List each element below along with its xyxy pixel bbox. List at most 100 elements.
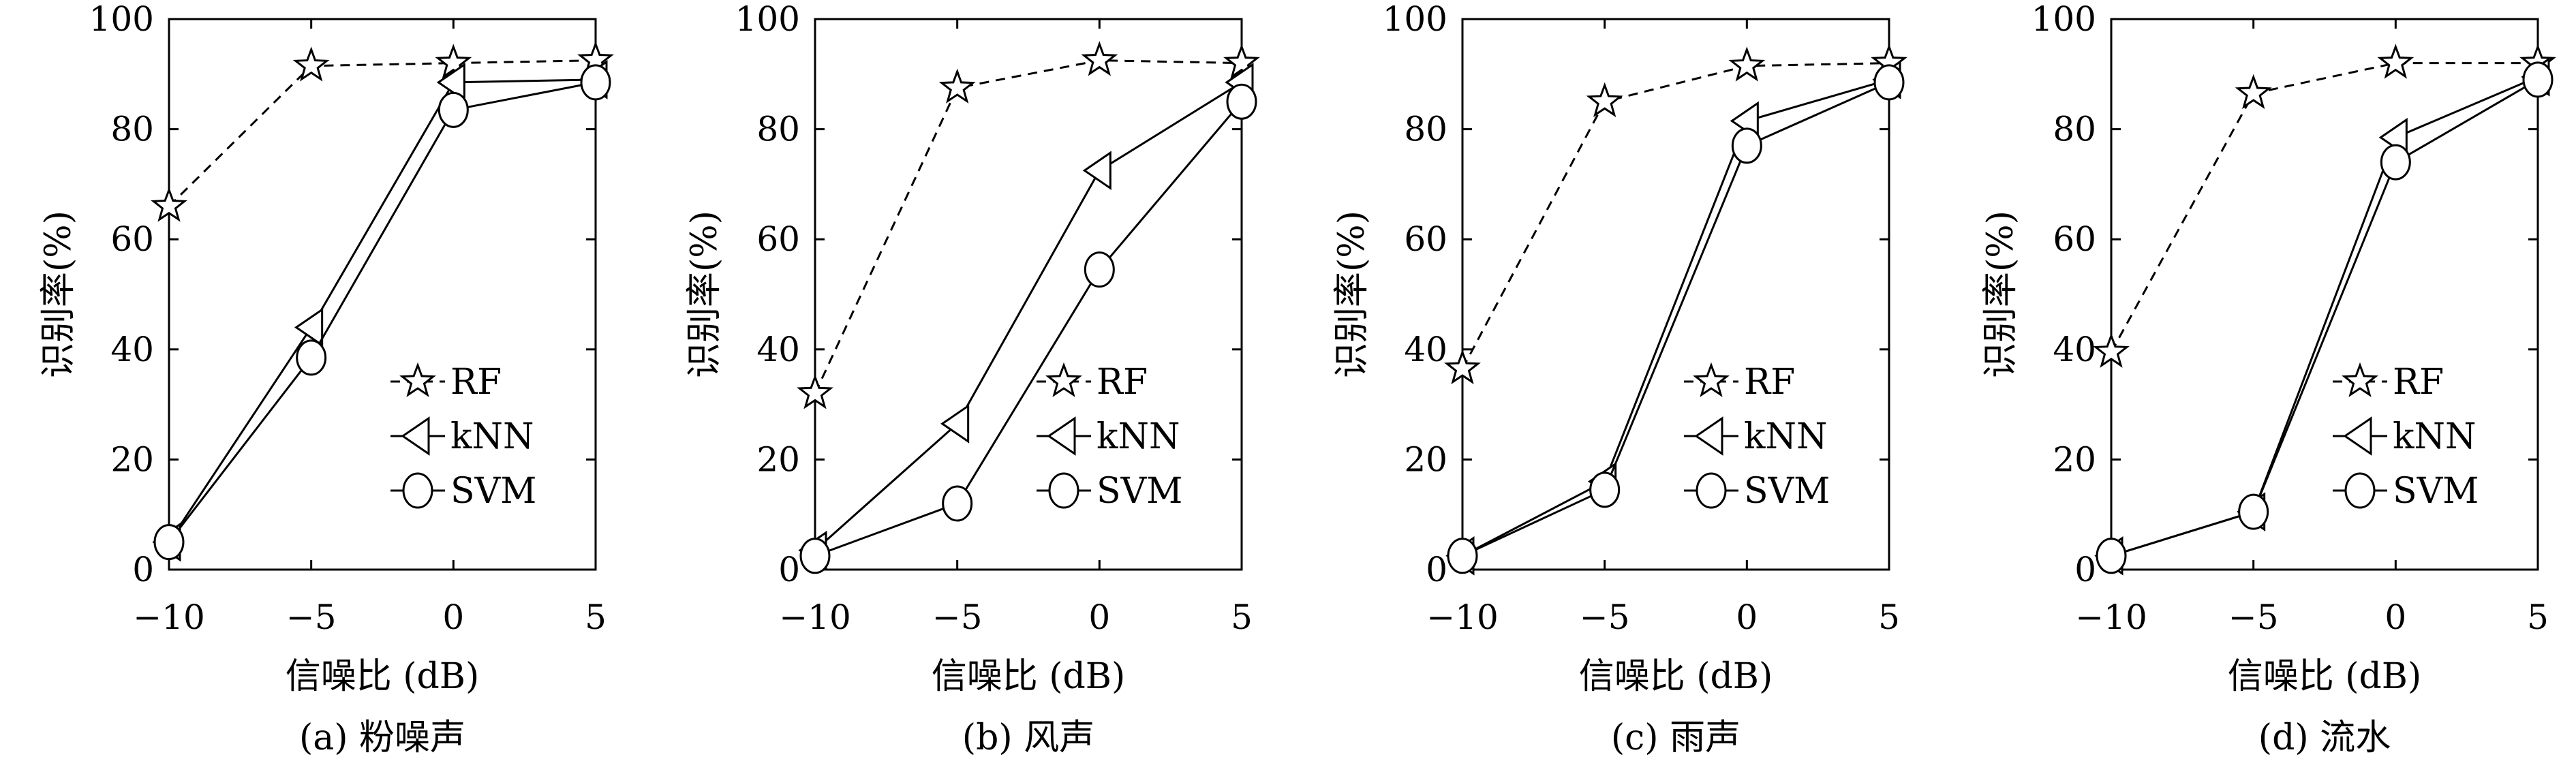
series-line-rf xyxy=(1461,62,1890,369)
y-tick-label: 100 xyxy=(89,0,154,39)
y-tick-label: 20 xyxy=(2053,439,2096,479)
y-tick-label: 100 xyxy=(1383,0,1447,39)
x-tick-label: −5 xyxy=(286,598,337,637)
data-point-svm xyxy=(799,538,831,574)
x-axis-label: 信噪比 (dB) xyxy=(932,656,1126,697)
data-point-svm xyxy=(1226,83,1257,120)
x-tick-label: 0 xyxy=(1736,598,1758,637)
legend-marker-rf xyxy=(1045,362,1082,397)
x-tick-label: −10 xyxy=(1426,598,1499,637)
legend-marker-knn xyxy=(1694,416,1723,456)
legend-marker-svm xyxy=(402,472,433,509)
x-tick-label: 5 xyxy=(2527,598,2549,637)
data-point-rf xyxy=(1444,349,1481,385)
data-point-svm xyxy=(1589,471,1621,508)
legend-marker-knn xyxy=(1047,416,1076,456)
data-point-rf xyxy=(292,46,330,82)
y-tick-label: 0 xyxy=(132,550,154,589)
data-point-knn xyxy=(940,404,970,444)
chart-panel-1: 0 20 40 60 80 100 −10 −5 0 5 信噪比 (dB) 识别率(%) (a) 粉噪声… xyxy=(38,0,614,758)
legend-marker-rf xyxy=(399,362,436,397)
y-axis-label: 识别率(%) xyxy=(38,211,79,378)
y-tick-label: 40 xyxy=(110,330,154,369)
legend-label-rf: RF xyxy=(450,362,502,403)
data-point-svm xyxy=(942,485,973,522)
legend-label-svm: SVM xyxy=(1097,471,1182,512)
x-tick-label: 5 xyxy=(585,598,607,637)
y-tick-label: 100 xyxy=(2031,0,2096,39)
data-point-rf xyxy=(2377,44,2414,79)
y-tick-label: 80 xyxy=(2053,110,2096,149)
x-tick-label: 5 xyxy=(1878,598,1900,637)
y-axis-label: 识别率(%) xyxy=(684,211,725,378)
data-point-knn xyxy=(294,307,324,347)
y-tick-label: 20 xyxy=(1404,439,1447,479)
legend-marker-svm xyxy=(1048,472,1079,509)
panel-caption: (b) 风声 xyxy=(962,717,1094,758)
series-line-svm xyxy=(2111,78,2539,557)
legend-label-rf: RF xyxy=(1097,362,1148,403)
data-point-svm xyxy=(2380,144,2411,181)
plot-frame xyxy=(168,18,597,571)
data-point-knn xyxy=(436,63,465,102)
chart-panel-2: 0 20 40 60 80 100 −10 −5 0 5 信噪比 (dB) 识别率(%) (b) 风声 R… xyxy=(684,0,1260,758)
legend-marker-rf xyxy=(1693,362,1730,397)
panel-caption: (d) 流水 xyxy=(2258,717,2391,758)
legend-marker-svm xyxy=(2344,472,2376,509)
plot-frame xyxy=(2110,18,2539,571)
x-tick-label: 5 xyxy=(1231,598,1253,637)
data-point-rf xyxy=(2235,74,2272,110)
data-point-svm xyxy=(580,64,611,101)
data-point-rf xyxy=(2093,332,2130,368)
x-tick-label: −10 xyxy=(779,598,851,637)
data-point-rf xyxy=(1586,82,1623,118)
legend-label-knn: kNN xyxy=(1744,416,1828,457)
y-tick-label: 20 xyxy=(110,439,154,479)
x-tick-label: 0 xyxy=(1088,598,1110,637)
series-line-svm xyxy=(168,81,596,543)
y-tick-label: 60 xyxy=(2053,219,2096,259)
x-tick-label: 0 xyxy=(442,598,464,637)
data-point-rf xyxy=(435,44,472,79)
legend-label-svm: SVM xyxy=(2393,471,2479,512)
series-line-knn xyxy=(814,81,1242,551)
x-axis-label: 信噪比 (dB) xyxy=(2228,656,2422,697)
data-point-svm xyxy=(1873,64,1905,101)
panel-caption: (c) 雨声 xyxy=(1611,717,1741,758)
y-tick-label: 0 xyxy=(2074,550,2096,589)
panel-caption: (a) 粉噪声 xyxy=(299,717,465,758)
legend-marker-knn xyxy=(2343,416,2372,456)
x-tick-label: −5 xyxy=(1580,598,1630,637)
legend-marker-rf xyxy=(2342,362,2378,397)
legend-marker-knn xyxy=(401,416,430,456)
series-line-svm xyxy=(1462,81,1890,557)
data-point-svm xyxy=(296,339,327,376)
x-tick-label: −5 xyxy=(2228,598,2279,637)
x-axis-label: 信噪比 (dB) xyxy=(1579,656,1773,697)
series-line-rf xyxy=(168,59,596,207)
y-axis-label: 识别率(%) xyxy=(1332,211,1373,378)
data-point-rf xyxy=(797,374,833,409)
data-point-svm xyxy=(1447,538,1478,574)
y-tick-label: 20 xyxy=(756,439,800,479)
data-point-svm xyxy=(2238,493,2269,530)
plot-frame xyxy=(814,18,1243,571)
x-tick-label: −5 xyxy=(932,598,983,637)
legend-label-knn: kNN xyxy=(450,416,534,457)
data-point-rf xyxy=(1223,44,1260,79)
y-tick-label: 40 xyxy=(2053,330,2096,369)
plot-frame xyxy=(1461,18,1890,571)
y-tick-label: 0 xyxy=(1426,550,1447,589)
y-tick-label: 80 xyxy=(110,110,154,149)
legend-label-rf: RF xyxy=(2393,362,2444,403)
data-point-svm xyxy=(1731,127,1762,164)
x-axis-label: 信噪比 (dB) xyxy=(286,656,480,697)
series-line-rf xyxy=(2110,62,2538,353)
y-tick-label: 40 xyxy=(756,330,800,369)
legend-label-svm: SVM xyxy=(450,471,536,512)
series-line-knn xyxy=(1462,78,1890,557)
y-tick-label: 40 xyxy=(1404,330,1447,369)
data-point-svm xyxy=(2096,538,2127,574)
